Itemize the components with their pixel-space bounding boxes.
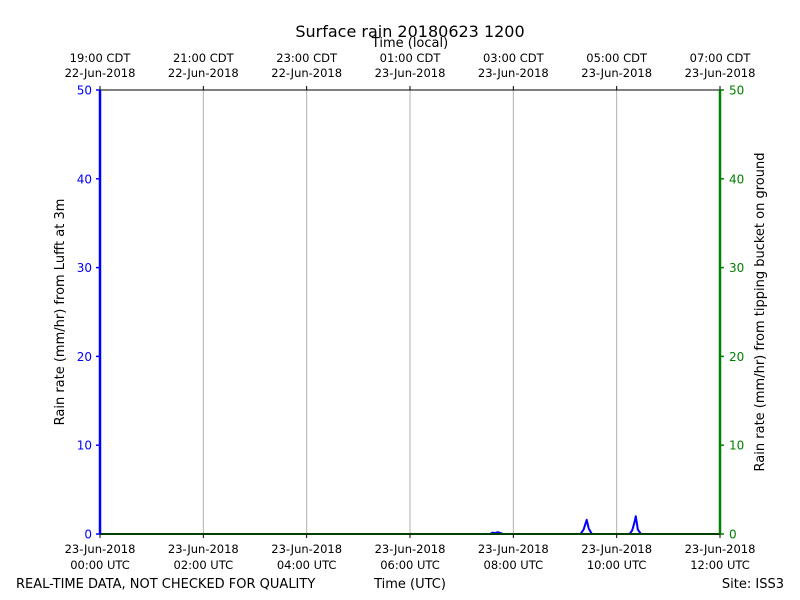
top-tick-time: 23:00 CDT (276, 51, 338, 65)
left-tick-label: 0 (84, 528, 92, 542)
top-tick-date: 23-Jun-2018 (375, 66, 446, 80)
top-tick-time: 21:00 CDT (173, 51, 235, 65)
top-axis-title: Time (local) (371, 36, 448, 51)
left-tick-label: 10 (77, 439, 92, 453)
bottom-tick-date: 23-Jun-2018 (271, 542, 342, 556)
quality-disclaimer: REAL-TIME DATA, NOT CHECKED FOR QUALITY (16, 577, 315, 592)
site-label: Site: ISS3 (722, 577, 784, 592)
right-tick-label: 0 (729, 528, 737, 542)
bottom-tick-date: 23-Jun-2018 (65, 542, 136, 556)
chart-title: Surface rain 20180623 1200 (295, 22, 524, 41)
bottom-tick-date: 23-Jun-2018 (168, 542, 239, 556)
right-tick-label: 20 (729, 350, 744, 364)
bottom-tick-time: 04:00 UTC (277, 558, 337, 572)
bottom-axis-title: Time (UTC) (373, 577, 446, 592)
left-tick-label: 50 (77, 84, 92, 98)
right-tick-label: 50 (729, 84, 744, 98)
top-tick-time: 01:00 CDT (380, 51, 442, 65)
right-y-ticks: 0 10 20 30 40 50 (720, 84, 744, 542)
left-y-ticks: 0 10 20 30 40 50 (77, 84, 100, 542)
bottom-tick-time: 00:00 UTC (70, 558, 130, 572)
bottom-tick-time: 12:00 UTC (690, 558, 750, 572)
bottom-tick-date: 23-Jun-2018 (478, 542, 549, 556)
top-tick-time: 19:00 CDT (70, 51, 132, 65)
bottom-tick-date: 23-Jun-2018 (685, 542, 756, 556)
top-tick-date: 23-Jun-2018 (685, 66, 756, 80)
bottom-tick-time: 10:00 UTC (587, 558, 647, 572)
right-tick-label: 10 (729, 439, 744, 453)
bottom-tick-date: 23-Jun-2018 (581, 542, 652, 556)
top-tick-date: 23-Jun-2018 (581, 66, 652, 80)
left-tick-label: 20 (77, 350, 92, 364)
right-tick-label: 40 (729, 172, 744, 186)
top-tick-time: 05:00 CDT (586, 51, 648, 65)
top-tick-time: 03:00 CDT (483, 51, 545, 65)
right-y-axis-label: Rain rate (mm/hr) from tipping bucket on… (753, 153, 768, 472)
vertical-gridlines (202, 90, 618, 534)
top-tick-date: 23-Jun-2018 (478, 66, 549, 80)
bottom-tick-date: 23-Jun-2018 (375, 542, 446, 556)
left-y-axis-label: Rain rate (mm/hr) from Lufft at 3m (53, 199, 68, 426)
bottom-tick-time: 06:00 UTC (380, 558, 440, 572)
bottom-x-ticks: 23-Jun-2018 00:00 UTC 23-Jun-2018 02:00 UTC… (65, 534, 756, 572)
top-tick-date: 22-Jun-2018 (271, 66, 342, 80)
top-tick-date: 22-Jun-2018 (168, 66, 239, 80)
bottom-tick-time: 08:00 UTC (484, 558, 544, 572)
left-tick-label: 40 (77, 172, 92, 186)
left-tick-label: 30 (77, 261, 92, 275)
right-tick-label: 30 (729, 261, 744, 275)
top-tick-date: 22-Jun-2018 (65, 66, 136, 80)
top-tick-time: 07:00 CDT (690, 51, 752, 65)
bottom-tick-time: 02:00 UTC (174, 558, 234, 572)
